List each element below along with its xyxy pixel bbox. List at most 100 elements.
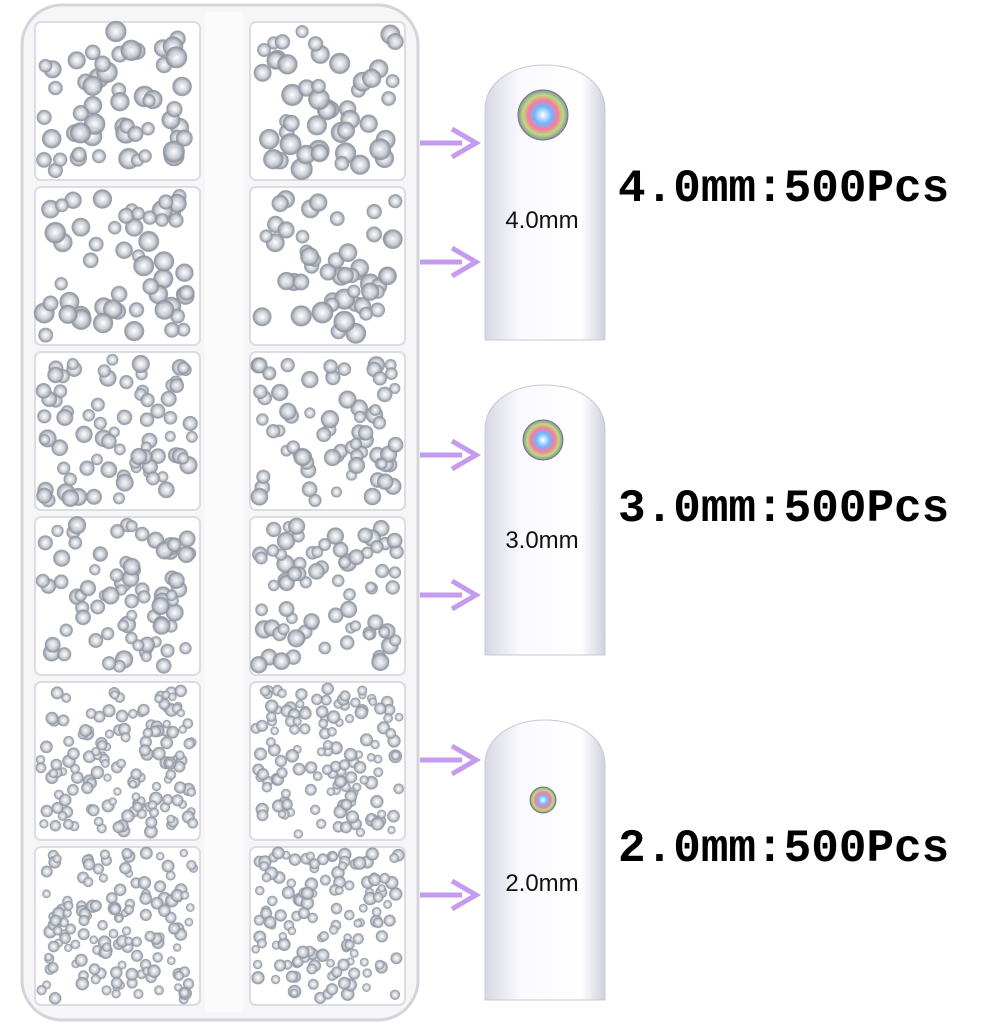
- rhinestone: [166, 537, 182, 553]
- rhinestone: [306, 963, 318, 975]
- rhinestone: [306, 115, 328, 136]
- rhinestone: [252, 959, 263, 970]
- rhinestone: [256, 938, 268, 949]
- rhinestone: [90, 765, 105, 780]
- rhinestone: [371, 907, 382, 917]
- rhinestone: [137, 875, 152, 890]
- rhinestone: [261, 781, 273, 793]
- rhinestone: [388, 194, 403, 209]
- rhinestone: [178, 987, 190, 999]
- rhinestone: [279, 402, 297, 421]
- rhinestone: [344, 939, 355, 950]
- rhinestone: [77, 928, 90, 941]
- rhinestone: [331, 574, 345, 588]
- rhinestone: [339, 690, 351, 702]
- rhinestone: [372, 891, 384, 903]
- rhinestone: [281, 886, 295, 900]
- rhinestone: [376, 458, 388, 470]
- rhinestone: [133, 255, 155, 277]
- rhinestone: [357, 425, 374, 441]
- rhinestone: [367, 614, 384, 631]
- rhinestone: [326, 958, 335, 968]
- rhinestone: [292, 273, 310, 291]
- rhinestone: [325, 983, 339, 996]
- rhinestone: [338, 243, 358, 263]
- rhinestone: [75, 609, 91, 626]
- rhinestone: [337, 958, 350, 972]
- rhinestone: [272, 652, 291, 671]
- rhinestone: [122, 557, 141, 576]
- rhinestone: [379, 872, 391, 884]
- rhinestone: [346, 284, 361, 299]
- rhinestone: [81, 781, 94, 795]
- rhinestone: [387, 825, 396, 835]
- rhinestone: [101, 433, 117, 450]
- rhinestone: [278, 600, 295, 617]
- rhinestone: [330, 902, 343, 915]
- rhinestone: [350, 154, 371, 175]
- rhinestone: [280, 788, 291, 799]
- rhinestone: [256, 469, 271, 484]
- rhinestone: [140, 392, 155, 408]
- rhinestone: [88, 963, 101, 976]
- rhinestone: [141, 121, 155, 136]
- rhinestone: [96, 740, 108, 751]
- rhinestone: [74, 953, 88, 967]
- rhinestone: [358, 903, 368, 913]
- rhinestone: [389, 852, 400, 863]
- rhinestone: [132, 639, 145, 652]
- rhinestone: [44, 952, 53, 962]
- rhinestone: [157, 481, 175, 499]
- rhinestone: [57, 714, 70, 727]
- rhinestone: [144, 930, 156, 942]
- rhinestone: [154, 985, 165, 996]
- rhinestone: [363, 487, 382, 506]
- rhinestone: [166, 814, 176, 824]
- rhinestone: [172, 943, 182, 952]
- rhinestone: [163, 410, 178, 425]
- rhinestone: [131, 206, 145, 221]
- rhinestone: [67, 747, 80, 761]
- rhinestone: [303, 613, 320, 630]
- rhinestone: [328, 925, 339, 935]
- rhinestone: [56, 461, 71, 475]
- rhinestone: [151, 781, 162, 792]
- rhinestone: [164, 322, 180, 338]
- rhinestone: [59, 623, 73, 637]
- rhinestone: [390, 750, 401, 761]
- rhinestone: [286, 566, 303, 582]
- rhinestone: [155, 657, 172, 674]
- rhinestone: [378, 266, 397, 286]
- rhinestone: [174, 781, 187, 794]
- rhinestone: [307, 36, 324, 52]
- rhinestone: [266, 521, 282, 538]
- rhinestone: [90, 974, 101, 985]
- rhinestone: [167, 692, 177, 702]
- rhinestone: [151, 596, 170, 616]
- rhinestone: [121, 847, 133, 860]
- rhinestone: [277, 54, 298, 75]
- rhinestone: [383, 713, 393, 724]
- rhinestone: [37, 535, 53, 551]
- rhinestone: [338, 390, 357, 409]
- rhinestone: [259, 229, 273, 243]
- rhinestone: [124, 321, 145, 342]
- rhinestone: [296, 945, 310, 959]
- rhinestone: [311, 545, 324, 558]
- rhinestone: [113, 787, 122, 796]
- rhinestone: [365, 581, 377, 593]
- rhinestone: [304, 783, 317, 796]
- rhinestone: [88, 632, 104, 648]
- rhinestone: [131, 354, 150, 374]
- rhinestone: [254, 551, 268, 565]
- rhinestone: [270, 726, 279, 736]
- rhinestone: [375, 930, 389, 943]
- gem: [529, 786, 557, 814]
- rhinestone: [374, 702, 387, 715]
- rhinestone: [138, 744, 151, 757]
- rhinestone: [157, 904, 171, 917]
- rhinestone: [340, 798, 353, 811]
- rhinestone: [277, 809, 287, 819]
- rhinestone: [112, 820, 125, 834]
- rhinestone: [69, 122, 92, 144]
